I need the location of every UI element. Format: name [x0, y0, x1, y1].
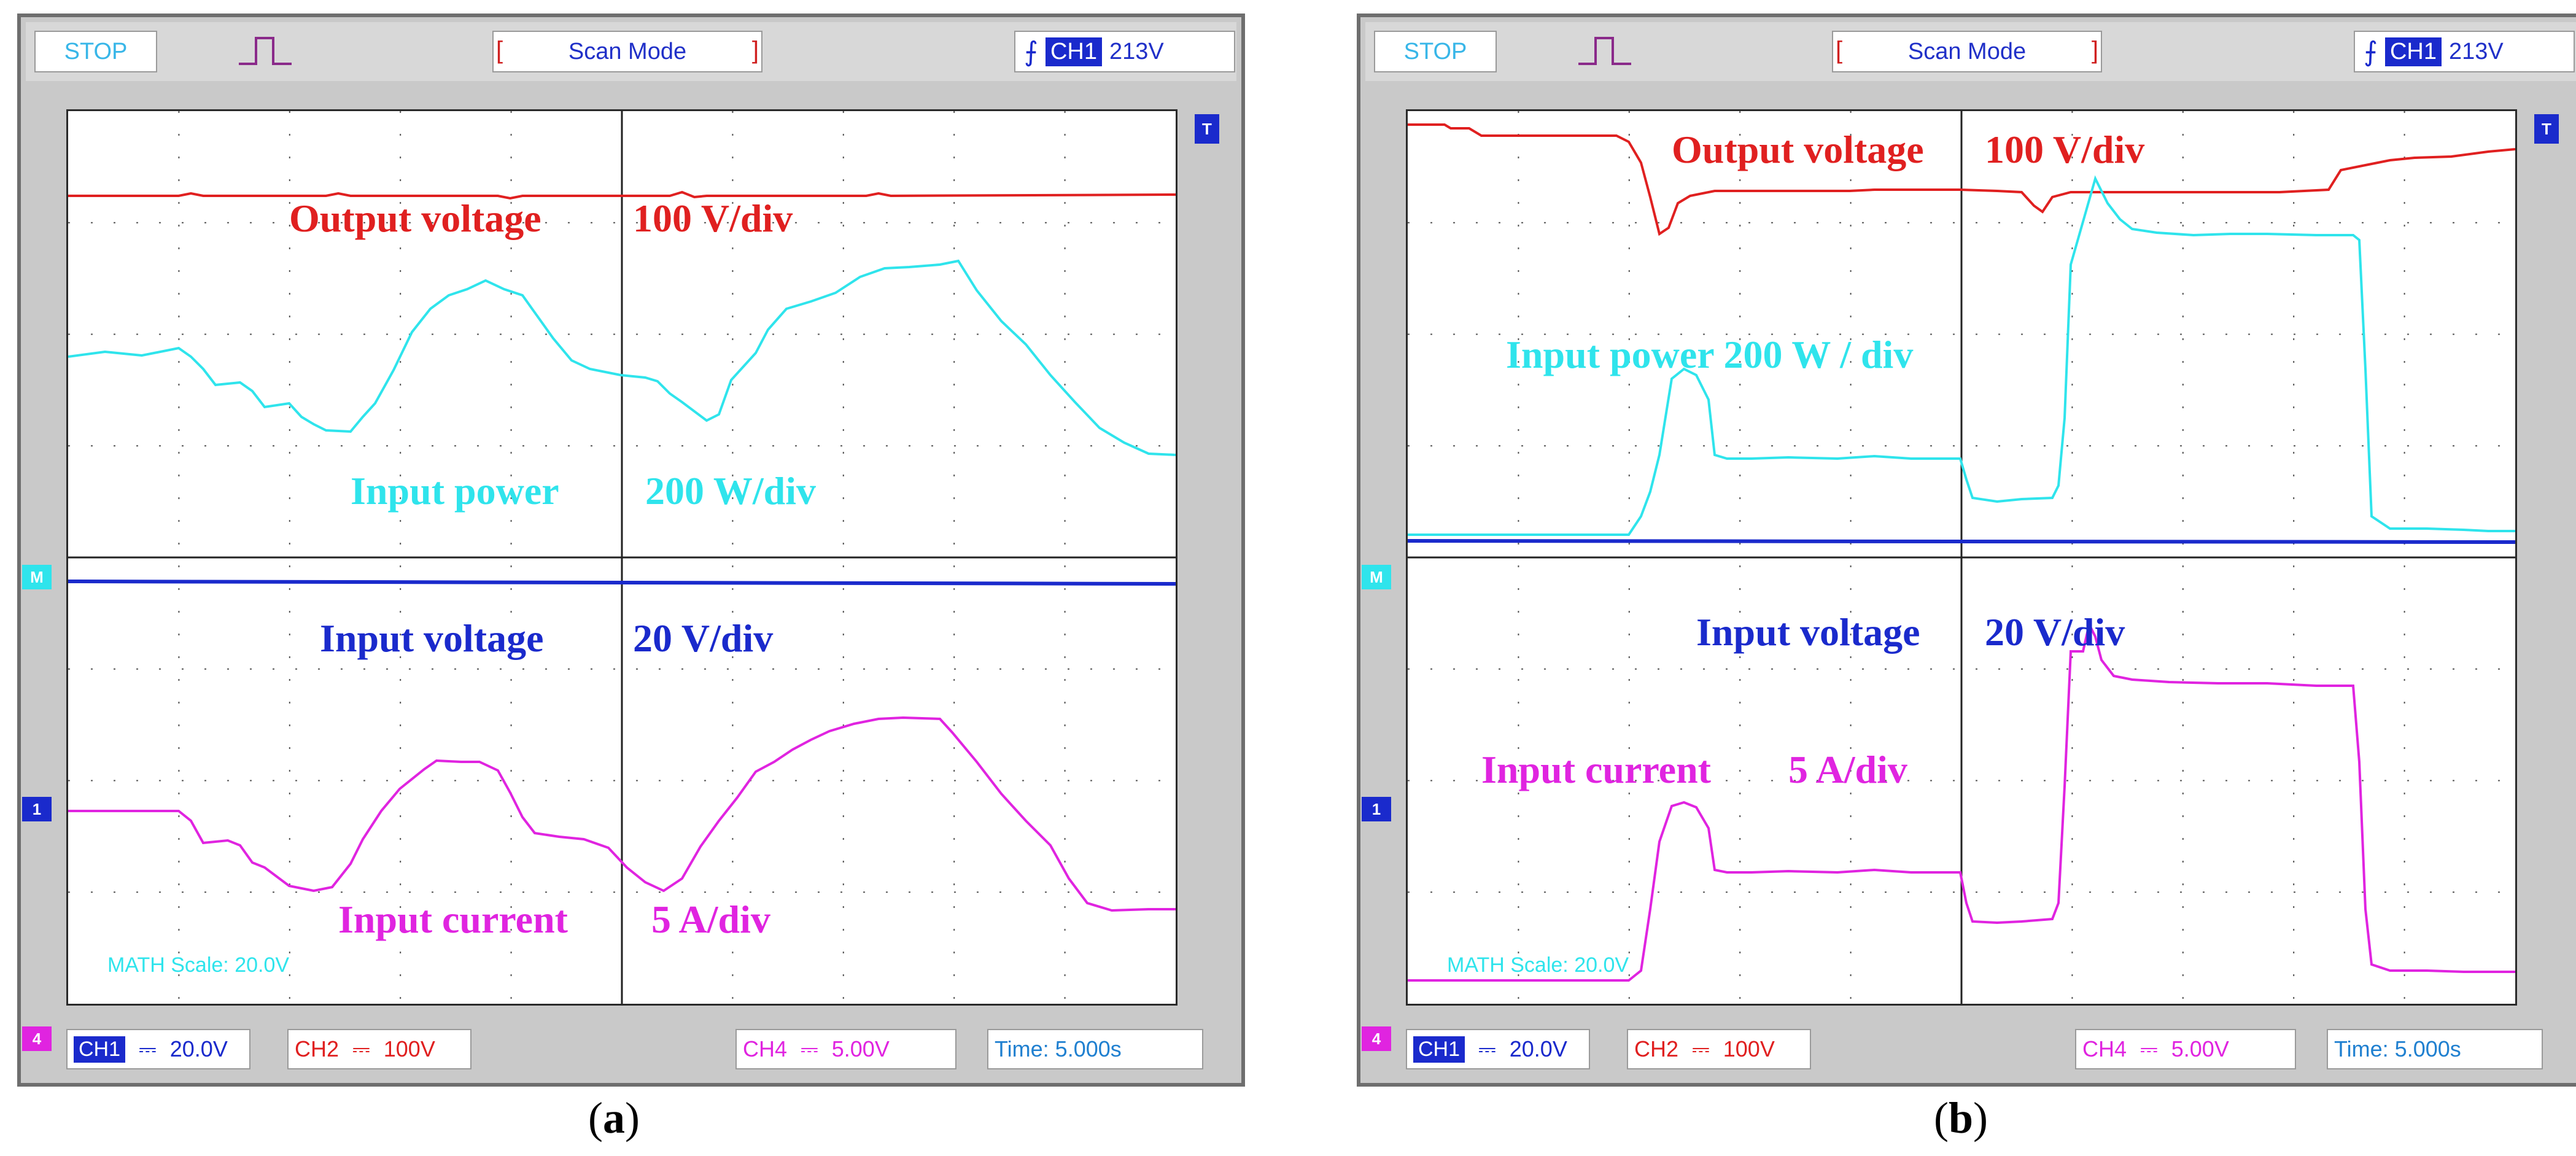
pulse-icon — [1568, 31, 1642, 72]
trace-input-voltage — [68, 580, 1176, 586]
pulse-icon — [228, 31, 302, 72]
label-input-voltage-scale: 20 V/div — [633, 616, 774, 660]
ch2-coupling-icon: ⎓ — [352, 1036, 370, 1061]
label-input-power-scale: 200 W/div — [645, 469, 816, 513]
trace-input-current — [1408, 621, 2515, 982]
ch4-coupling-icon: ⎓ — [801, 1036, 818, 1061]
ch4-scale-box[interactable]: CH4 ⎓ 5.00V — [2075, 1029, 2296, 1069]
waveform-display: Output voltage 100 V/div Input power 200… — [1406, 109, 2517, 1006]
ch2-name: CH2 — [1634, 1036, 1679, 1061]
label-input-current: Input current — [338, 898, 568, 941]
ch2-coupling-icon: ⎓ — [1692, 1036, 1710, 1061]
math-marker-icon[interactable]: M — [1362, 565, 1391, 589]
ch1-badge: CH1 — [1413, 1036, 1465, 1063]
caption-b-letter: b — [1948, 1093, 1974, 1142]
ch2-scale: 100V — [1723, 1036, 1775, 1061]
trace-output-voltage — [1408, 123, 2515, 236]
acquisition-mode-label: Scan Mode — [568, 38, 687, 64]
oscilloscope-panel-b: STOP [ Scan Mode ] ⨍ CH1 213V M 1 4 T Ou… — [1357, 14, 2576, 1087]
ch4-scale: 5.00V — [2171, 1036, 2229, 1061]
ch1-scale: 20.0V — [1509, 1036, 1567, 1061]
top-status-bar: STOP [ Scan Mode ] ⨍ CH1 213V — [26, 22, 1236, 81]
caption-b-open: ( — [1934, 1093, 1949, 1142]
caption-a-letter: a — [602, 1093, 625, 1142]
trigger-channel-badge: CH1 — [2384, 37, 2442, 66]
grid-a — [68, 111, 1176, 1004]
label-input-voltage-scale: 20 V/div — [1985, 610, 2125, 654]
ch1-coupling-icon: ⎓ — [1478, 1036, 1496, 1061]
ch2-name: CH2 — [295, 1036, 339, 1061]
math-scale-readout: MATH Scale: 20.0V — [107, 953, 290, 977]
ch4-scale: 5.00V — [831, 1036, 890, 1061]
grid-b — [1408, 111, 2515, 1004]
acquisition-mode-label: Scan Mode — [1907, 38, 2027, 64]
timebase-box[interactable]: Time: 5.000s — [2327, 1029, 2543, 1069]
label-output-voltage: Output voltage — [289, 196, 541, 240]
trigger-level: 213V — [1109, 38, 1164, 64]
trigger-marker-icon[interactable]: T — [1195, 114, 1219, 144]
label-input-voltage: Input voltage — [1696, 610, 1920, 654]
caption-a: (a) — [588, 1093, 640, 1144]
label-output-voltage: Output voltage — [1672, 128, 1924, 171]
trace-output-voltage — [68, 190, 1176, 200]
ch4-marker-icon[interactable]: 4 — [22, 1026, 52, 1051]
trace-input-voltage — [1408, 539, 2515, 544]
acquisition-mode[interactable]: [ Scan Mode ] — [1832, 31, 2102, 72]
label-output-voltage-scale: 100 V/div — [1985, 128, 2145, 171]
ch1-badge: CH1 — [74, 1036, 126, 1063]
ch1-scale-box[interactable]: CH1 ⎓ 20.0V — [1406, 1029, 1590, 1069]
trigger-channel-badge: CH1 — [1045, 37, 1102, 66]
waveform-svg-b — [1408, 111, 2515, 1004]
ch1-marker-icon[interactable]: 1 — [1362, 797, 1391, 821]
ch1-scale-box[interactable]: CH1 ⎓ 20.0V — [66, 1029, 250, 1069]
ch2-scale: 100V — [383, 1036, 435, 1061]
caption-b: (b) — [1934, 1093, 1988, 1144]
waveform-display: Output voltage 100 V/div Input power 200… — [66, 109, 1177, 1006]
ch2-scale-box[interactable]: CH2 ⎓ 100V — [1627, 1029, 1811, 1069]
trigger-marker-icon[interactable]: T — [2534, 114, 2559, 144]
trigger-info[interactable]: ⨍ CH1 213V — [2354, 31, 2575, 72]
ch1-coupling-icon: ⎓ — [139, 1036, 157, 1061]
run-stop-status[interactable]: STOP — [34, 31, 157, 72]
acquisition-mode[interactable]: [ Scan Mode ] — [492, 31, 762, 72]
caption-b-close: ) — [1973, 1093, 1988, 1142]
rising-edge-icon: ⨍ — [2364, 36, 2378, 67]
trace-input-power — [68, 259, 1176, 456]
ch4-scale-box[interactable]: CH4 ⎓ 5.00V — [735, 1029, 956, 1069]
label-output-voltage-scale: 100 V/div — [633, 196, 793, 240]
trace-input-power — [1408, 175, 2515, 536]
run-stop-status[interactable]: STOP — [1374, 31, 1497, 72]
oscilloscope-panel-a: STOP [ Scan Mode ] ⨍ CH1 213V M 1 4 T Ou… — [17, 14, 1245, 1087]
ch4-name: CH4 — [2082, 1036, 2127, 1061]
caption-a-open: ( — [588, 1093, 603, 1142]
math-marker-icon[interactable]: M — [22, 565, 52, 589]
ch1-marker-icon[interactable]: 1 — [22, 797, 52, 821]
rising-edge-icon: ⨍ — [1024, 36, 1038, 67]
ch4-marker-icon[interactable]: 4 — [1362, 1026, 1391, 1051]
label-input-voltage: Input voltage — [320, 616, 544, 660]
label-input-power: Input power 200 W / div — [1506, 333, 1914, 376]
ch4-name: CH4 — [743, 1036, 788, 1061]
trigger-info[interactable]: ⨍ CH1 213V — [1014, 31, 1235, 72]
label-input-power: Input power — [351, 469, 559, 513]
caption-a-close: ) — [624, 1093, 640, 1142]
ch1-scale: 20.0V — [169, 1036, 228, 1061]
ch2-scale-box[interactable]: CH2 ⎓ 100V — [287, 1029, 471, 1069]
label-input-current-scale: 5 A/div — [1788, 748, 1907, 791]
math-scale-readout: MATH Scale: 20.0V — [1447, 953, 1629, 977]
waveform-svg-a — [68, 111, 1176, 1004]
bottom-status-bar: CH1 ⎓ 20.0V CH2 ⎓ 100V CH4 ⎓ 5.00V Time:… — [1406, 1019, 2543, 1078]
trace-input-current — [68, 716, 1176, 912]
timebase-box[interactable]: Time: 5.000s — [987, 1029, 1203, 1069]
bottom-status-bar: CH1 ⎓ 20.0V CH2 ⎓ 100V CH4 ⎓ 5.00V Time:… — [66, 1019, 1203, 1078]
trigger-level: 213V — [2448, 38, 2504, 64]
label-input-current-scale: 5 A/div — [651, 898, 770, 941]
top-status-bar: STOP [ Scan Mode ] ⨍ CH1 213V — [1365, 22, 2576, 81]
label-input-current: Input current — [1481, 748, 1711, 791]
ch4-coupling-icon: ⎓ — [2140, 1036, 2158, 1061]
